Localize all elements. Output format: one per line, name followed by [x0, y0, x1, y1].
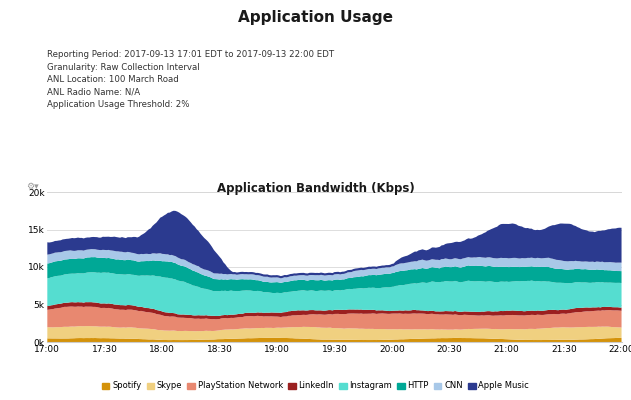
Text: Application Bandwidth (Kbps): Application Bandwidth (Kbps) [216, 182, 415, 195]
Legend: Spotify, Skype, PlayStation Network, LinkedIn, Instagram, HTTP, CNN, Apple Music: Spotify, Skype, PlayStation Network, Lin… [98, 378, 533, 394]
Text: ⚙▾: ⚙▾ [27, 182, 39, 191]
Text: Application Usage: Application Usage [238, 10, 393, 25]
Text: Reporting Period: 2017-09-13 17:01 EDT to 2017-09-13 22:00 EDT
Granularity: Raw : Reporting Period: 2017-09-13 17:01 EDT t… [47, 50, 334, 109]
